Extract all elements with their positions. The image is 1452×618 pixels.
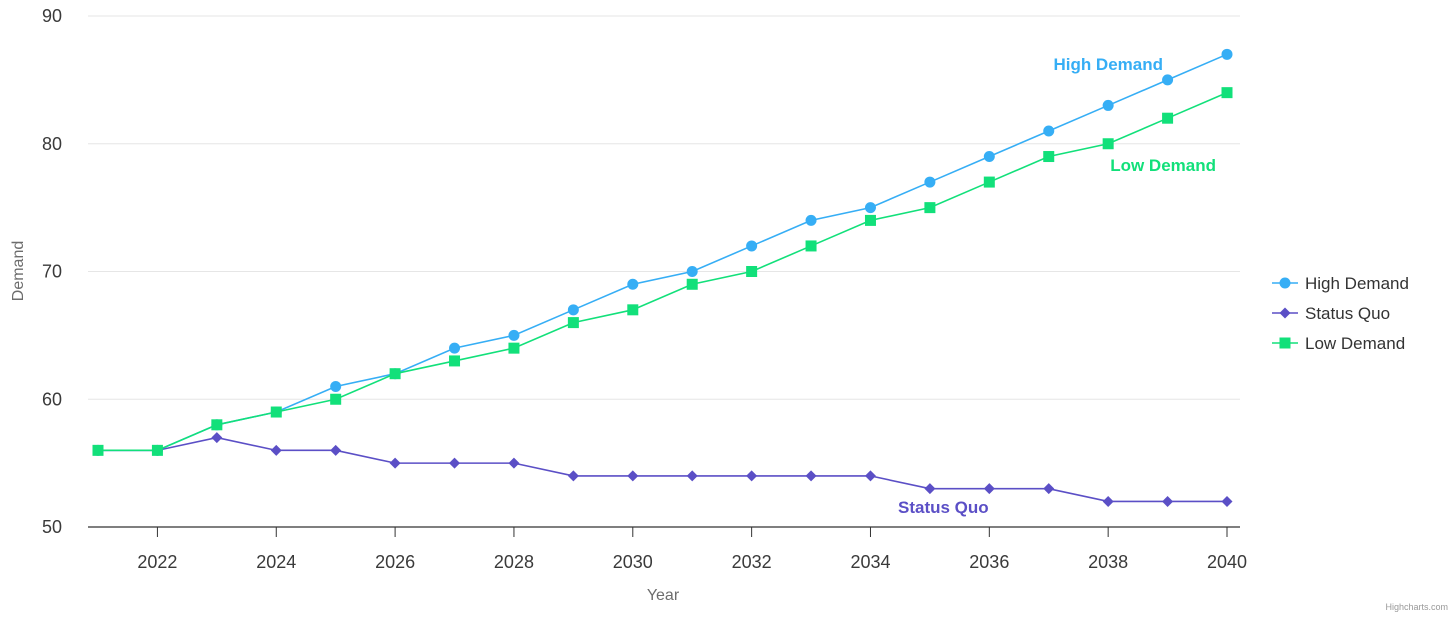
legend-label: High Demand bbox=[1305, 274, 1409, 293]
legend-marker bbox=[1279, 277, 1291, 289]
low-demand-point bbox=[508, 342, 520, 354]
low-demand-point bbox=[151, 444, 163, 456]
legend-marker bbox=[1279, 337, 1291, 349]
legend-label: Low Demand bbox=[1305, 334, 1405, 353]
high-demand-point bbox=[1102, 99, 1114, 111]
y-tick-label: 50 bbox=[42, 517, 62, 537]
status-quo-point bbox=[389, 457, 401, 469]
legend-label: Status Quo bbox=[1305, 304, 1390, 323]
status-quo-point bbox=[508, 457, 520, 469]
series-low-demand bbox=[92, 87, 1233, 456]
low-demand-point bbox=[1043, 151, 1055, 163]
low-demand-point bbox=[1221, 87, 1233, 99]
x-tick-label: 2032 bbox=[732, 552, 772, 572]
low-demand-point bbox=[211, 419, 223, 431]
status-quo-point bbox=[1043, 483, 1055, 495]
x-tick-label: 2034 bbox=[850, 552, 890, 572]
high-demand-point bbox=[508, 329, 520, 341]
low-demand-point bbox=[805, 240, 817, 252]
high-demand-point bbox=[1162, 74, 1174, 86]
low-demand-point bbox=[270, 406, 282, 418]
high-demand-point bbox=[983, 151, 995, 163]
annotation-status-quo: Status Quo bbox=[898, 498, 989, 517]
axes: 50 60 70 80 90 2022 2024 2026 2028 2030 2032 2034 20… bbox=[42, 6, 1247, 572]
status-quo-point bbox=[567, 470, 579, 482]
x-axis-title: Year bbox=[647, 587, 680, 604]
series-status-quo bbox=[92, 432, 1233, 507]
low-demand-point bbox=[1162, 112, 1174, 124]
high-demand-point bbox=[1221, 48, 1233, 60]
low-demand-point bbox=[746, 266, 758, 277]
y-tick-label: 60 bbox=[42, 389, 62, 409]
status-quo-point bbox=[686, 470, 698, 482]
high-demand-line bbox=[98, 53, 1228, 452]
x-tick-label: 2030 bbox=[613, 552, 653, 572]
y-tick-label: 90 bbox=[42, 6, 62, 26]
x-tick-label: 2038 bbox=[1088, 552, 1128, 572]
series-annotations: High Demand Low Demand Status Quo bbox=[898, 55, 1216, 517]
status-quo-point bbox=[864, 470, 876, 482]
status-quo-point bbox=[805, 470, 817, 482]
low-demand-point bbox=[924, 202, 936, 214]
legend-item-high-demand: High Demand bbox=[1272, 274, 1409, 293]
status-quo-point bbox=[211, 432, 223, 444]
x-tick-label: 2028 bbox=[494, 552, 534, 572]
high-demand-point bbox=[567, 304, 579, 316]
legend: High Demand Status Quo Low Demand bbox=[1272, 274, 1409, 353]
high-demand-point bbox=[330, 380, 342, 392]
status-quo-point bbox=[924, 483, 936, 495]
high-demand-point bbox=[924, 176, 936, 188]
status-quo-point bbox=[270, 444, 282, 456]
low-demand-point bbox=[92, 444, 104, 456]
y-tick-label: 80 bbox=[42, 134, 62, 154]
low-demand-point bbox=[627, 304, 639, 316]
high-demand-point bbox=[805, 214, 817, 226]
high-demand-point bbox=[746, 240, 758, 252]
high-demand-point bbox=[627, 278, 639, 290]
status-quo-point bbox=[1102, 495, 1114, 507]
low-demand-line bbox=[98, 91, 1228, 452]
gridlines bbox=[88, 15, 1240, 400]
high-demand-point bbox=[686, 266, 698, 277]
low-demand-point bbox=[686, 278, 698, 290]
status-quo-point bbox=[330, 444, 342, 456]
legend-marker bbox=[1279, 307, 1291, 319]
low-demand-point bbox=[983, 176, 995, 188]
x-tick-label: 2024 bbox=[256, 552, 296, 572]
status-quo-point bbox=[746, 470, 758, 482]
y-tick-label: 70 bbox=[42, 262, 62, 282]
series-high-demand bbox=[92, 48, 1233, 456]
status-quo-line bbox=[98, 436, 1227, 503]
x-tick-label: 2022 bbox=[137, 552, 177, 572]
legend-item-status-quo: Status Quo bbox=[1272, 304, 1390, 323]
legend-item-low-demand: Low Demand bbox=[1272, 334, 1405, 353]
low-demand-point bbox=[330, 393, 342, 405]
status-quo-point bbox=[1221, 495, 1233, 507]
series-lines bbox=[92, 48, 1233, 507]
high-demand-point bbox=[1043, 125, 1055, 137]
annotation-high-demand: High Demand bbox=[1053, 55, 1163, 74]
status-quo-point bbox=[627, 470, 639, 482]
x-tick-label: 2040 bbox=[1207, 552, 1247, 572]
low-demand-point bbox=[449, 355, 461, 367]
status-quo-point bbox=[1162, 495, 1174, 507]
low-demand-point bbox=[567, 317, 579, 329]
status-quo-point bbox=[449, 457, 461, 469]
low-demand-point bbox=[1102, 138, 1114, 150]
chart-credit: Highcharts.com bbox=[1385, 602, 1448, 612]
low-demand-point bbox=[864, 214, 876, 226]
annotation-low-demand: Low Demand bbox=[1110, 156, 1216, 175]
y-axis-title: Demand bbox=[10, 241, 27, 301]
status-quo-point bbox=[983, 483, 995, 495]
high-demand-point bbox=[449, 342, 461, 354]
x-tick-label: 2026 bbox=[375, 552, 415, 572]
low-demand-point bbox=[389, 368, 401, 380]
high-demand-point bbox=[864, 202, 876, 214]
x-tick-label: 2036 bbox=[969, 552, 1009, 572]
